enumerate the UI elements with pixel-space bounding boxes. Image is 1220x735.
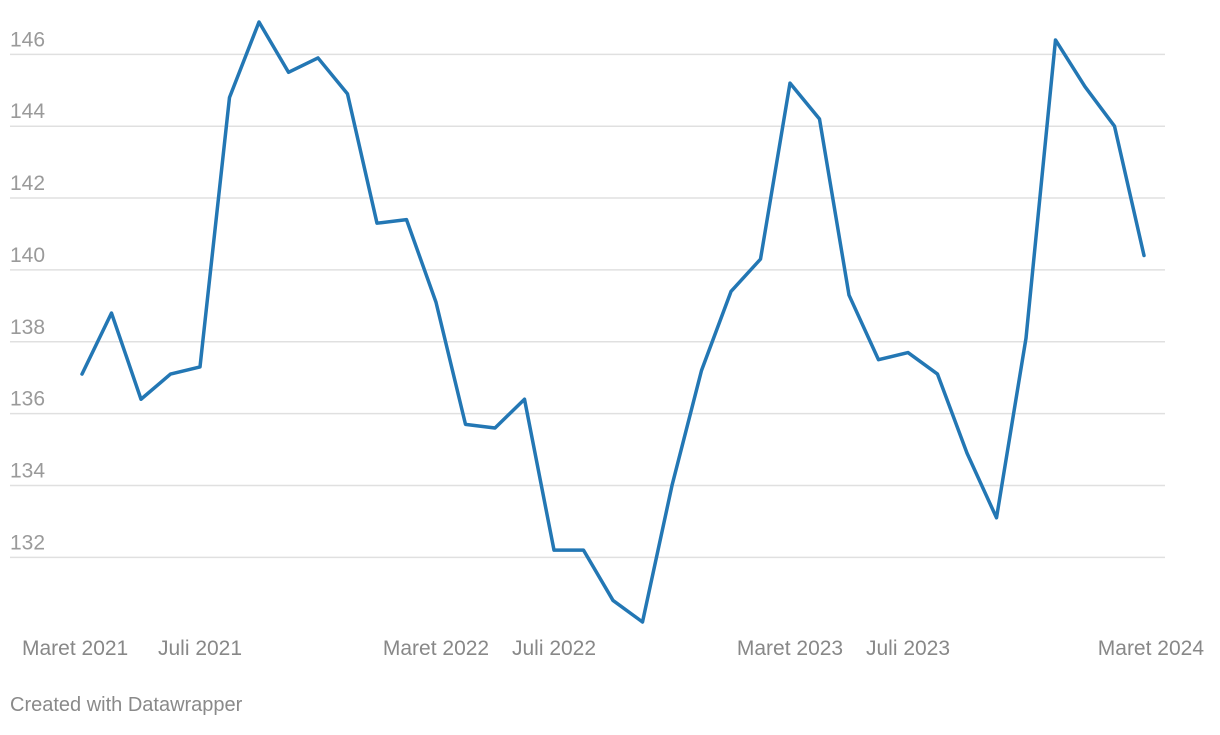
data-point: [1113, 124, 1116, 128]
data-point: [906, 351, 910, 354]
data-point: [877, 358, 880, 361]
data-point: [670, 484, 674, 487]
data-point: [464, 423, 467, 426]
x-tick-label: Juli 2021: [158, 637, 242, 660]
x-axis-labels: Maret 2021 Juli 2021 Maret 2022 Juli 2022 Ma…: [22, 637, 1204, 660]
y-tick-label: 140: [10, 244, 45, 267]
data-point: [582, 548, 585, 552]
data-point: [965, 451, 969, 455]
data-point: [80, 372, 84, 376]
x-tick-label: Maret 2024: [1098, 637, 1205, 660]
data-point: [552, 548, 556, 552]
data-point: [759, 257, 762, 261]
data-point: [405, 218, 408, 221]
data-point: [110, 311, 113, 315]
data-point: [1142, 254, 1146, 257]
data-point: [139, 398, 143, 401]
data-point: [287, 71, 290, 74]
data-point: [788, 81, 792, 85]
y-tick-label: 136: [10, 388, 45, 411]
data-point: [434, 301, 438, 304]
gridlines: [10, 53, 1165, 559]
series-lines: [80, 20, 1146, 624]
data-point: [1083, 85, 1087, 88]
x-tick-label: Maret 2023: [737, 637, 843, 660]
data-point: [1024, 336, 1028, 340]
x-tick-label: Maret 2022: [383, 637, 489, 660]
footer-credit: Created with Datawrapper: [10, 694, 243, 716]
y-tick-label: 146: [10, 28, 45, 51]
data-point: [523, 398, 526, 401]
data-point: [198, 365, 202, 369]
y-tick-label: 144: [10, 100, 45, 123]
y-axis-labels: 132 134 136 138 140 142 144 146: [10, 28, 45, 554]
y-tick-label: 138: [10, 316, 45, 339]
y-tick-label: 142: [10, 172, 45, 195]
data-point: [1054, 38, 1057, 42]
data-point: [257, 20, 261, 24]
data-point: [375, 221, 379, 225]
data-point: [493, 426, 497, 430]
data-point: [228, 96, 231, 99]
y-tick-label: 134: [10, 459, 45, 482]
data-point: [818, 117, 821, 121]
data-point: [995, 516, 998, 520]
data-point: [169, 372, 172, 376]
x-tick-label: Juli 2022: [512, 637, 596, 660]
data-point: [316, 56, 320, 60]
data-point: [847, 293, 851, 297]
x-tick-label: Juli 2023: [866, 637, 950, 660]
data-point: [729, 290, 733, 293]
data-point: [641, 620, 644, 624]
data-point: [936, 372, 939, 376]
data-point: [611, 599, 615, 602]
y-tick-label: 132: [10, 531, 45, 554]
data-point: [700, 369, 703, 372]
data-point: [346, 92, 349, 96]
x-tick-label: Maret 2021: [22, 637, 128, 660]
series-line-0: [80, 20, 1146, 624]
